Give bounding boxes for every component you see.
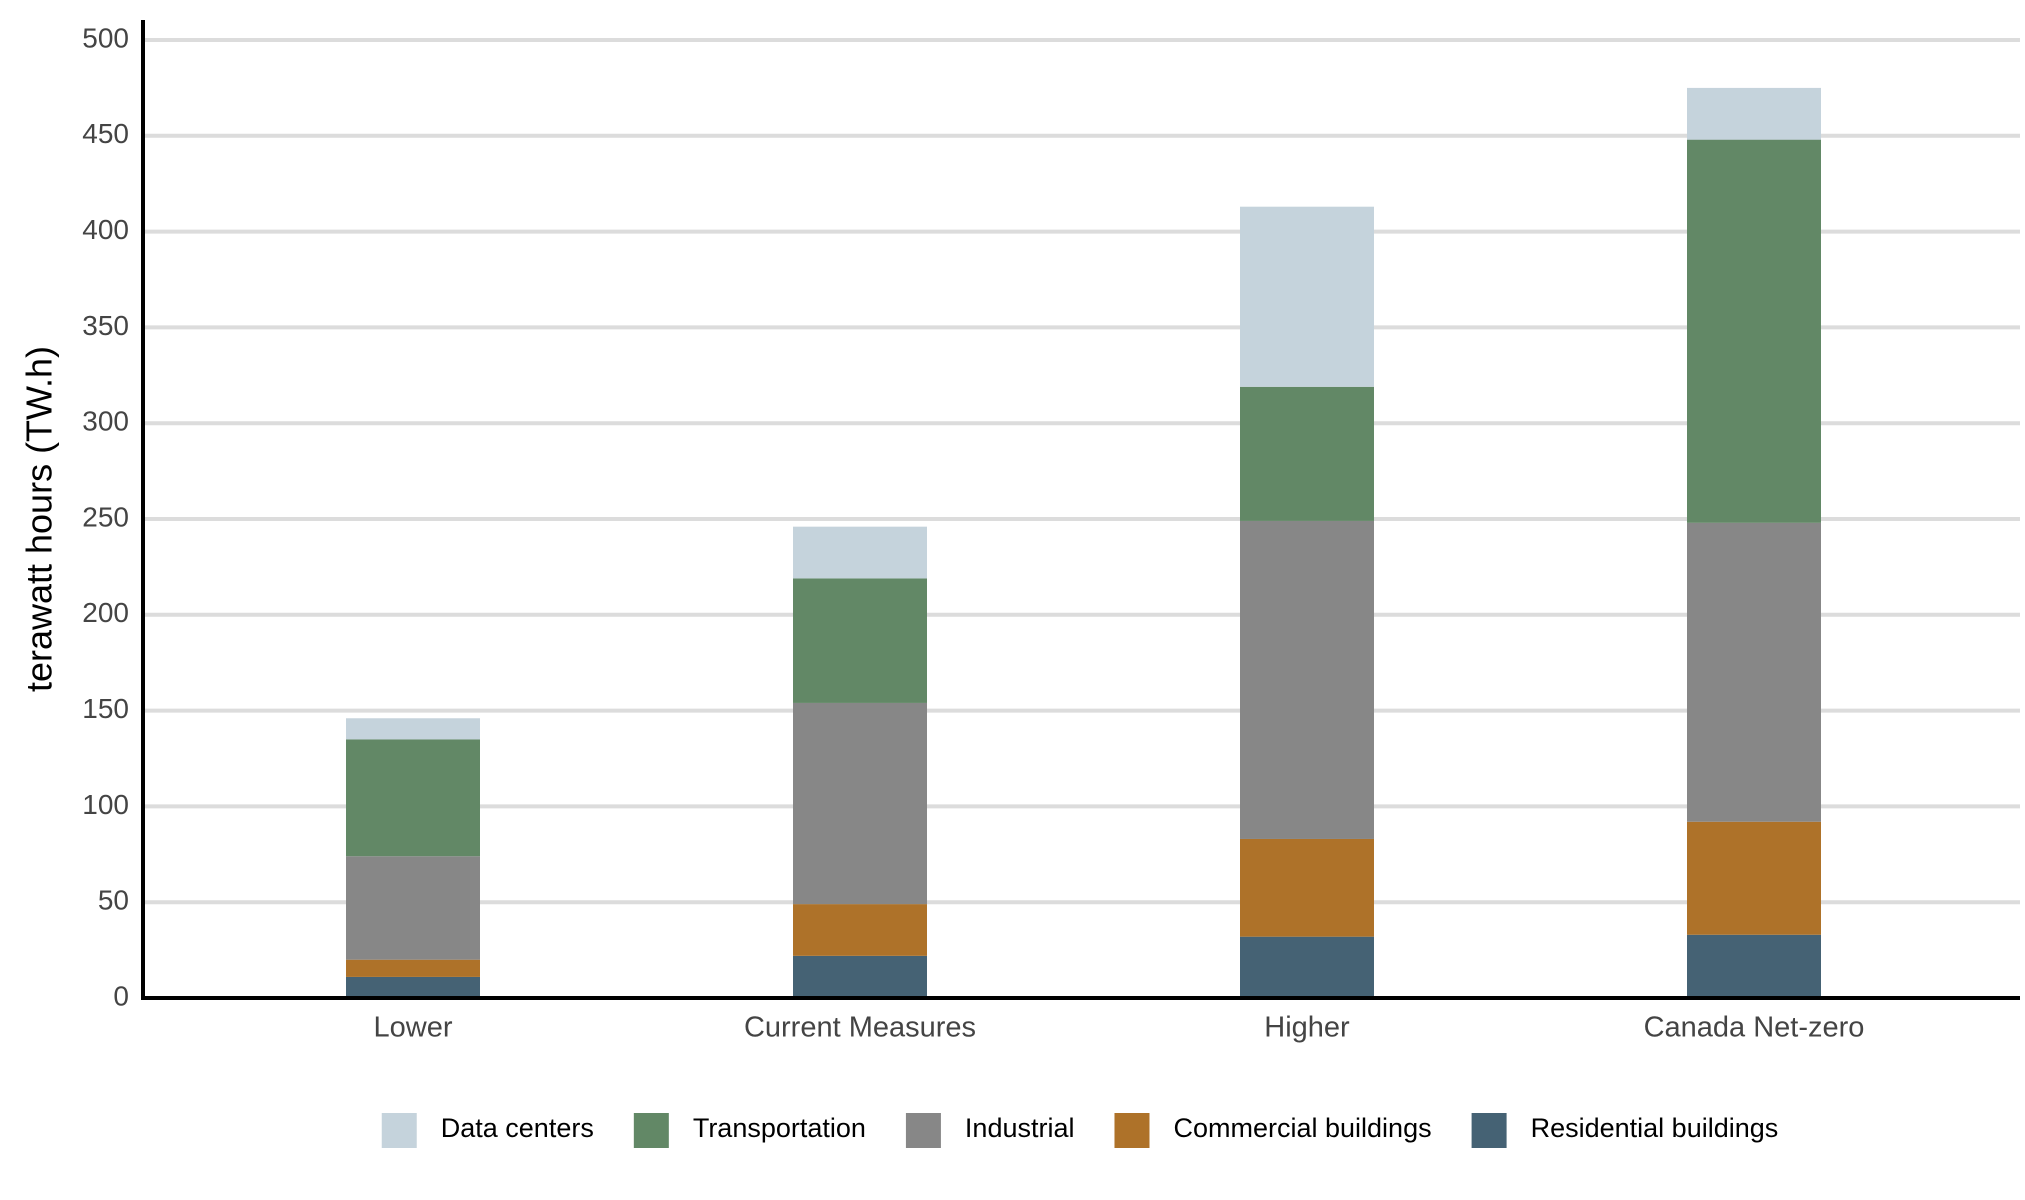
bar-segment [793,578,927,703]
legend-swatch [381,1113,417,1148]
y-tick-label: 50 [98,885,129,916]
x-tick-label: Current Measures [744,1012,976,1044]
bar-segment [793,904,927,956]
y-tick-label: 0 [113,980,129,1011]
bar-segment [793,702,927,905]
legend-swatch [1114,1113,1150,1148]
bar-segment [346,739,480,857]
bar-segment [1240,386,1374,521]
bar-segment [1687,934,1821,998]
legend-label: Residential buildings [1531,1113,1779,1143]
y-tick-label: 100 [82,789,129,820]
y-tick-label: 300 [82,406,129,437]
bar-segment [1687,522,1821,822]
bar-segment [1687,139,1821,523]
bar-segment [1687,821,1821,935]
y-tick-label: 200 [82,597,129,628]
y-tick-label: 350 [82,310,129,341]
y-tick-label: 500 [82,22,129,53]
bar-segment [1240,838,1374,937]
y-tick-label: 400 [82,214,129,245]
bar-segment [1240,936,1374,998]
bar-segment [1687,87,1821,140]
bar-segment [346,976,480,998]
legend-swatch [633,1113,669,1148]
x-tick-label: Canada Net-zero [1644,1012,1865,1044]
bar-segment [346,718,480,740]
y-tick-label: 450 [82,118,129,149]
y-tick-label: 150 [82,693,129,724]
x-tick-label: Higher [1264,1012,1350,1044]
legend-swatch [905,1113,941,1148]
bar-segment [346,959,480,977]
legend-swatch [1471,1113,1507,1148]
legend-label: Data centers [441,1113,594,1143]
legend-label: Industrial [965,1113,1075,1143]
bar-segment [1240,520,1374,839]
bar-segment [1240,206,1374,387]
bar-segment [346,856,480,960]
y-axis-title: terawatt hours (TW.h) [19,346,60,692]
x-tick-label: Lower [374,1012,453,1044]
legend-label: Transportation [693,1113,866,1143]
bar-segment [793,526,927,579]
bar-segment [793,955,927,998]
y-tick-label: 250 [82,501,129,532]
legend-label: Commercial buildings [1173,1113,1431,1143]
